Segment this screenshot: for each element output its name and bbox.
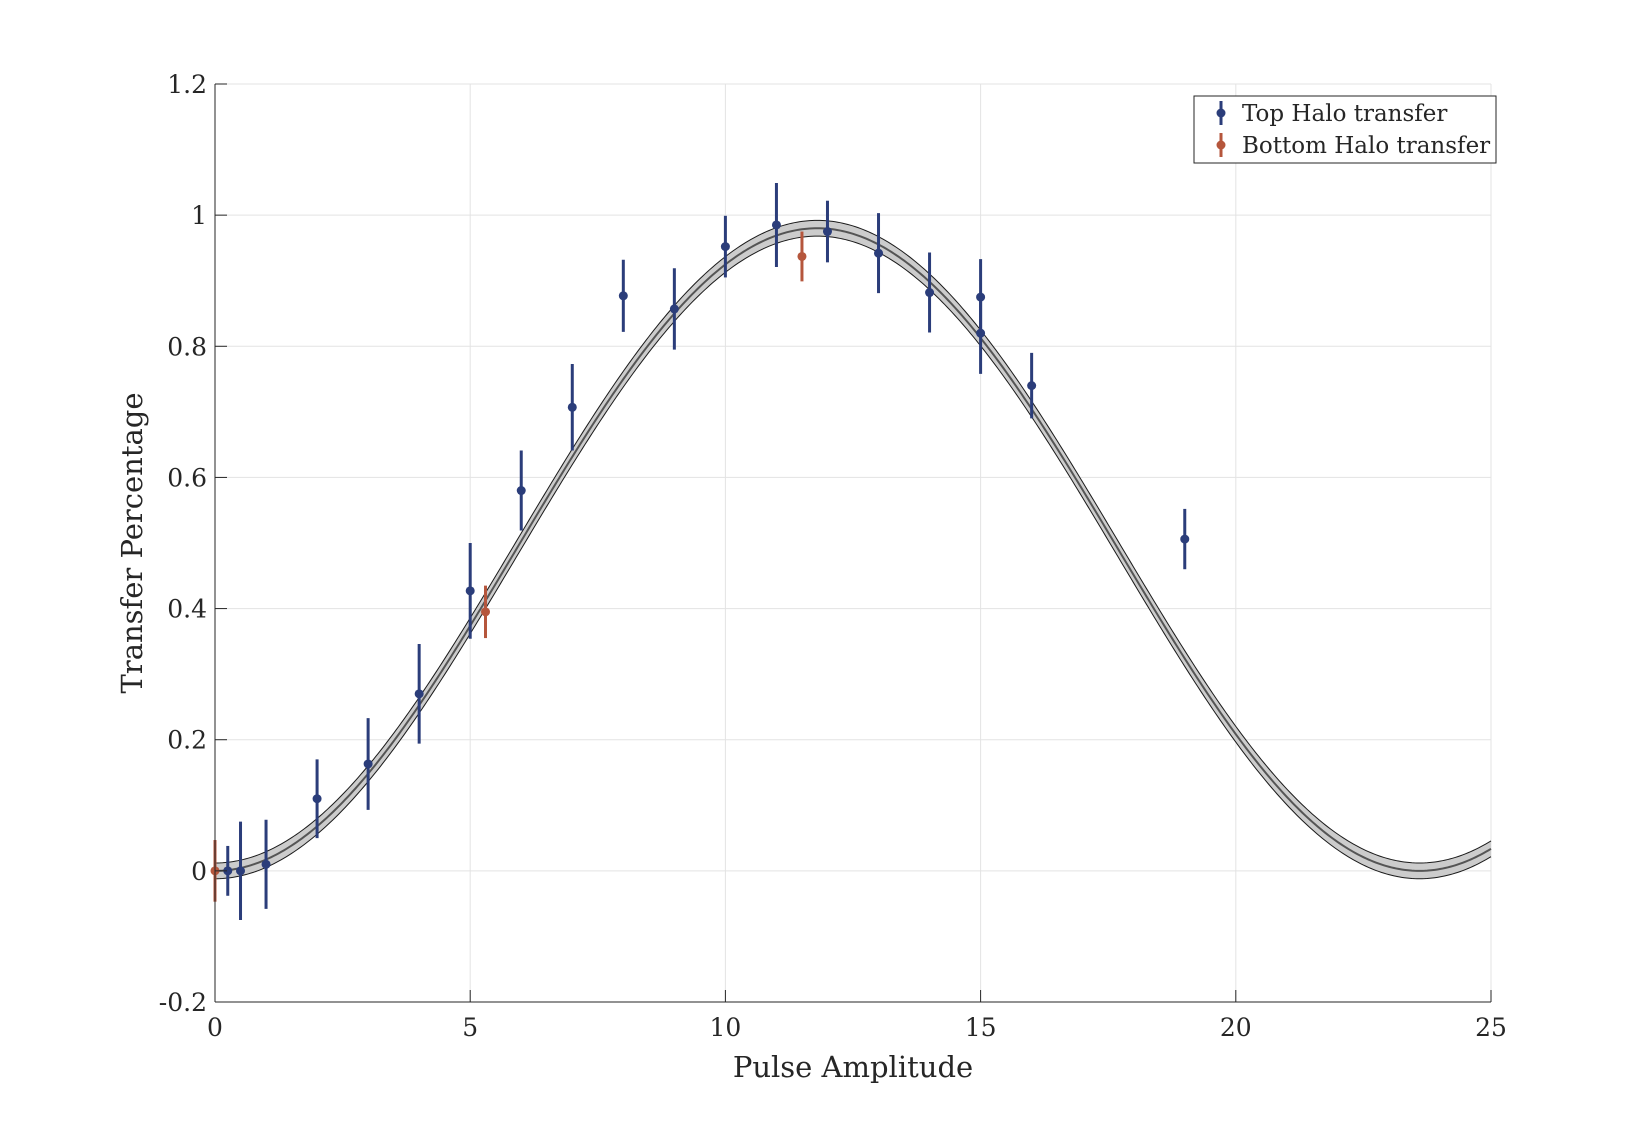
data-point	[236, 866, 246, 876]
y-tick-label: 0.6	[167, 463, 207, 492]
data-point	[618, 291, 628, 301]
x-tick-label: 0	[207, 1013, 223, 1042]
legend-label-top-halo: Top Halo transfer	[1242, 101, 1447, 127]
fit-band-lower	[214, 235, 1492, 880]
data-point	[822, 227, 832, 237]
legend-box	[1193, 95, 1497, 164]
x-tick-label: 20	[1220, 1013, 1252, 1042]
legend: Top Halo transfer Bottom Halo transfer	[1193, 95, 1497, 164]
y-tick-label: 0	[191, 857, 207, 886]
legend-marker-top-halo	[1216, 108, 1226, 118]
ticks: 0 5 10 15 20 25-0.200.20.40.60.811.2	[159, 70, 1507, 1042]
y-axis-label: Transfer Percentage	[115, 392, 149, 693]
legend-item-top-halo: Top Halo transfer	[1216, 101, 1447, 127]
legend-label-bottom-halo: Bottom Halo transfer	[1242, 133, 1490, 159]
data-point	[771, 220, 781, 230]
y-tick-label: 0.8	[167, 332, 207, 361]
y-tick-label: -0.2	[159, 988, 207, 1017]
axes	[214, 84, 1491, 1003]
x-tick-label: 5	[462, 1013, 478, 1042]
y-tick-label: 1.2	[167, 70, 207, 99]
data-point	[414, 689, 424, 699]
x-tick-label: 25	[1475, 1013, 1507, 1042]
fit-curve	[214, 227, 1492, 872]
data-point	[223, 866, 233, 876]
legend-item-bottom-halo: Bottom Halo transfer	[1216, 133, 1490, 159]
series-0	[223, 183, 1190, 921]
data-point	[976, 328, 986, 338]
data-point	[1027, 381, 1037, 391]
data-point	[261, 859, 271, 869]
y-tick-label: 0.2	[167, 726, 207, 755]
data-point	[1180, 534, 1190, 544]
data-point	[874, 248, 884, 258]
x-tick-label: 10	[709, 1013, 741, 1042]
data-point	[516, 486, 526, 496]
data-point	[465, 586, 475, 596]
data-point	[312, 794, 322, 804]
plot-area	[215, 84, 1491, 1002]
data-point	[797, 251, 807, 261]
y-tick-label: 1	[191, 201, 207, 230]
y-tick-label: 0.4	[167, 595, 207, 624]
fit-confidence-band	[214, 219, 1492, 880]
x-axis-label: Pulse Amplitude	[733, 1050, 973, 1084]
fit-band-upper	[214, 219, 1492, 864]
data-point	[363, 759, 373, 769]
data-point	[669, 304, 679, 314]
legend-marker-bottom-halo	[1216, 140, 1226, 150]
data-point	[925, 288, 935, 298]
x-tick-label: 15	[965, 1013, 997, 1042]
data-point	[720, 242, 730, 252]
data-point	[481, 607, 491, 617]
data-point	[567, 402, 577, 412]
